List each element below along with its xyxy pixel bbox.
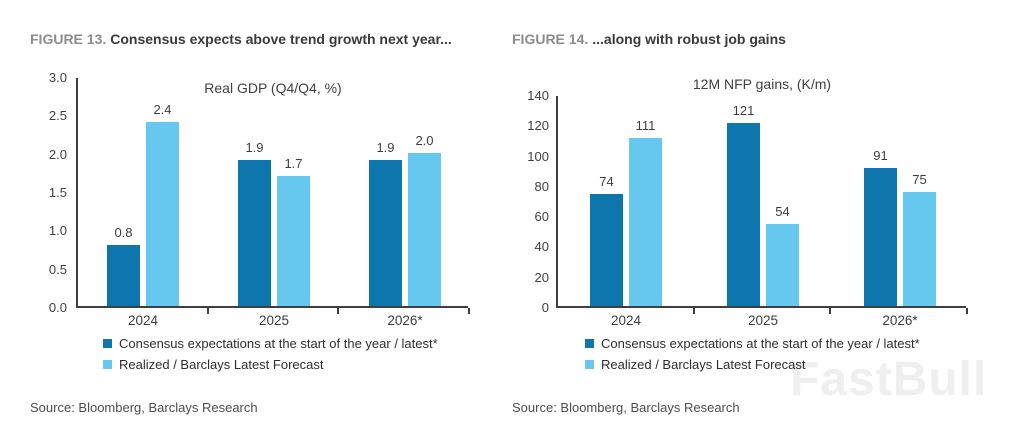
- realized-series-label: Realized / Barclays Latest Forecast: [601, 357, 806, 372]
- bar-2026*-series2: [408, 153, 441, 306]
- nfp-chart-title: 12M NFP gains, (K/m): [692, 76, 832, 92]
- x-axis-category-label: 2024: [610, 313, 642, 328]
- gdp-chart-legend: Consensus expectations at the start of t…: [103, 336, 438, 378]
- bar-2024-series2: [146, 122, 179, 306]
- y-axis-tick-label: 80: [534, 179, 549, 194]
- y-axis-tick-label: 140: [527, 88, 549, 103]
- bar-value-label: 0.8: [114, 225, 133, 240]
- bar-value-label: 121: [732, 103, 755, 118]
- gdp-chart-title: Real GDP (Q4/Q4, %): [204, 80, 342, 96]
- gdp-chart-plot-area: Real GDP (Q4/Q4, %) 0.8 2.4 2024 1.9 1.7 2025…: [76, 78, 470, 328]
- bar-2026*-series1: [864, 168, 897, 306]
- x-axis-tick: [829, 308, 831, 314]
- x-axis-tick: [966, 308, 968, 314]
- bar-2024-series1: [590, 194, 623, 306]
- bar-value-label: 91: [873, 148, 888, 163]
- y-axis-tick-label: 0.0: [48, 300, 67, 315]
- consensus-series-label: Consensus expectations at the start of t…: [119, 336, 438, 351]
- bar-value-label: 1.9: [376, 140, 395, 155]
- x-axis-tick: [468, 308, 470, 314]
- figure-13: FIGURE 13. Consensus expects above trend …: [30, 0, 500, 433]
- y-axis-tick-label: 60: [534, 209, 549, 224]
- gdp-chart-y-axis: 3.0 2.5 2.0 1.5 1.0 0.5 0.0: [30, 70, 70, 315]
- realized-series-label: Realized / Barclays Latest Forecast: [119, 357, 324, 372]
- consensus-series-swatch: [585, 339, 594, 348]
- y-axis-tick-label: 0.5: [48, 262, 67, 277]
- x-axis-tick: [693, 308, 695, 314]
- bar-value-label: 111: [635, 118, 656, 133]
- x-axis-category-label: 2025: [258, 313, 290, 328]
- figure-14-title: FIGURE 14. ...along with robust job gains: [512, 31, 786, 47]
- bar-2024-series1: [107, 245, 140, 306]
- bar-2026*-series2: [903, 192, 936, 306]
- nfp-chart-y-axis: 140 120 100 80 60 40 20 0: [512, 88, 552, 315]
- y-axis-tick-label: 2.0: [48, 147, 67, 162]
- y-axis-tick-label: 1.5: [48, 185, 67, 200]
- figure-13-label: FIGURE 13.: [30, 31, 107, 47]
- bar-2026*-series1: [369, 160, 402, 306]
- figure-13-title-text: Consensus expects above trend growth nex…: [110, 31, 452, 47]
- legend-item-consensus: Consensus expectations at the start of t…: [103, 336, 438, 351]
- figure-14: FIGURE 14. ...along with robust job gains…: [512, 0, 1017, 433]
- x-axis-category-label: 2025: [747, 313, 779, 328]
- bar-value-label: 75: [912, 172, 927, 187]
- x-axis-category-label: 2026*: [882, 313, 918, 328]
- bar-2024-series2: [629, 138, 662, 306]
- bar-value-label: 1.9: [245, 140, 264, 155]
- bar-2025-series1: [238, 160, 271, 306]
- consensus-series-swatch: [103, 339, 112, 348]
- x-axis-tick: [207, 308, 209, 314]
- x-axis-category-label: 2026*: [387, 313, 423, 328]
- y-axis-tick-label: 0: [541, 300, 549, 315]
- figure-13-source: Source: Bloomberg, Barclays Research: [30, 400, 258, 415]
- y-axis-tick-label: 100: [527, 149, 549, 164]
- y-axis-tick-label: 20: [534, 270, 549, 285]
- y-axis-tick-label: 2.5: [48, 108, 67, 123]
- bar-value-label: 2.4: [153, 102, 172, 117]
- bar-2025-series1: [727, 123, 760, 306]
- consensus-series-label: Consensus expectations at the start of t…: [601, 336, 920, 351]
- bar-value-label: 74: [599, 174, 614, 189]
- legend-item-realized: Realized / Barclays Latest Forecast: [103, 357, 438, 372]
- legend-item-consensus: Consensus expectations at the start of t…: [585, 336, 920, 351]
- x-axis-tick: [337, 308, 339, 314]
- legend-item-realized: Realized / Barclays Latest Forecast: [585, 357, 920, 372]
- y-axis-tick-label: 3.0: [48, 70, 67, 85]
- bar-value-label: 1.7: [284, 156, 303, 171]
- realized-series-swatch: [585, 360, 594, 369]
- realized-series-swatch: [103, 360, 112, 369]
- figure-14-title-text: ...along with robust job gains: [592, 31, 786, 47]
- x-axis-category-label: 2024: [127, 313, 159, 328]
- figure-14-label: FIGURE 14.: [512, 31, 589, 47]
- y-axis-tick-label: 1.0: [48, 223, 67, 238]
- bar-value-label: 2.0: [415, 133, 434, 148]
- figure-13-title: FIGURE 13. Consensus expects above trend …: [30, 31, 452, 47]
- nfp-chart-plot-area: 12M NFP gains, (K/m) 74 111 2024 121 54 2025 9…: [556, 76, 968, 328]
- y-axis-tick-label: 120: [527, 118, 549, 133]
- bar-value-label: 54: [775, 204, 790, 219]
- bar-2025-series2: [277, 176, 310, 306]
- figure-14-source: Source: Bloomberg, Barclays Research: [512, 400, 740, 415]
- nfp-chart-legend: Consensus expectations at the start of t…: [585, 336, 920, 378]
- bar-2025-series2: [766, 224, 799, 306]
- y-axis-tick-label: 40: [534, 239, 549, 254]
